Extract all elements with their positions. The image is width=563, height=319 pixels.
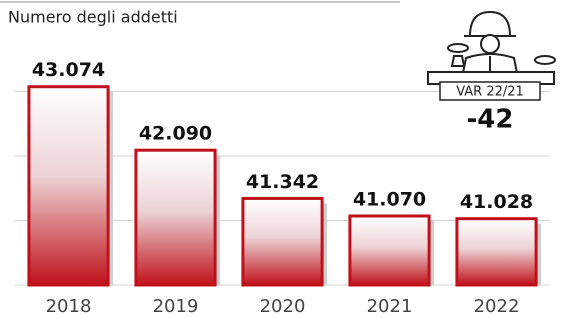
x-tick-label: 2022 bbox=[474, 296, 520, 317]
value-label: 42.090 bbox=[139, 123, 212, 145]
value-label: 41.070 bbox=[353, 188, 426, 210]
annotation-value: -42 bbox=[467, 105, 514, 135]
chart-title: Numero degli addetti bbox=[8, 8, 178, 27]
value-label: 41.342 bbox=[246, 171, 319, 193]
bar bbox=[457, 219, 536, 285]
value-label: 41.028 bbox=[460, 191, 533, 213]
x-tick-label: 2019 bbox=[153, 296, 199, 317]
value-label: 43.074 bbox=[32, 59, 105, 81]
bar bbox=[29, 87, 108, 285]
annotation-label: VAR 22/21 bbox=[456, 85, 524, 100]
worker-icon bbox=[428, 12, 555, 84]
x-tick-label: 2021 bbox=[367, 296, 413, 317]
bar bbox=[243, 198, 322, 285]
x-tick-label: 2018 bbox=[46, 296, 92, 317]
bar bbox=[136, 150, 215, 285]
bar bbox=[350, 216, 429, 285]
x-tick-label: 2020 bbox=[260, 296, 306, 317]
chart: Numero degli addetti VAR 22/21 -42 43.07… bbox=[0, 0, 563, 319]
